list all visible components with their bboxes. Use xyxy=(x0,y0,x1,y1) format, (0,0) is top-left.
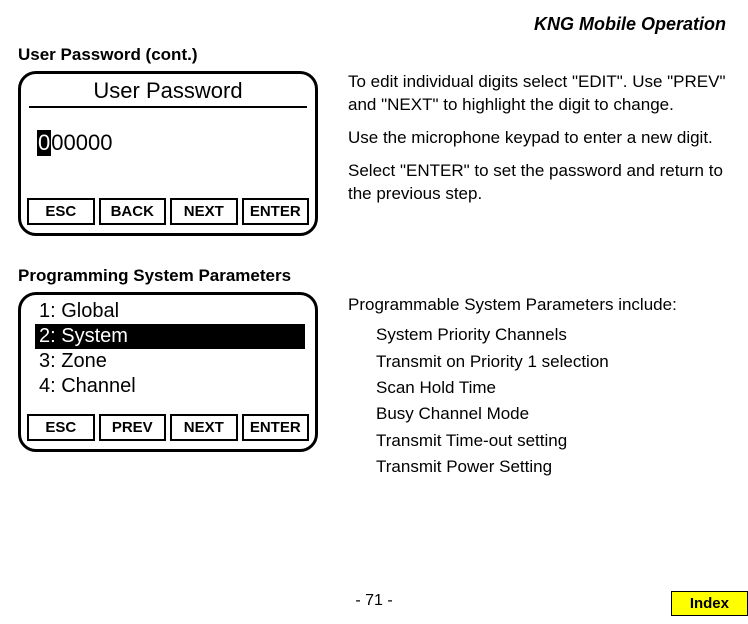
password-rest-digits: 00000 xyxy=(51,130,112,155)
section2-text: Programmable System Parameters include: … xyxy=(348,292,677,480)
esc-button[interactable]: ESC xyxy=(27,198,95,225)
param-item: Transmit on Priority 1 selection xyxy=(348,349,677,375)
prev-button[interactable]: PREV xyxy=(99,414,167,441)
device1-button-row: ESC BACK NEXT ENTER xyxy=(21,192,315,233)
back-button[interactable]: BACK xyxy=(99,198,167,225)
password-field[interactable]: 000000 xyxy=(37,130,299,156)
page-number: - 71 - xyxy=(355,592,392,610)
menu-item-system[interactable]: 2: System xyxy=(35,324,305,349)
section1-row: User Password 000000 ESC BACK NEXT ENTER… xyxy=(18,71,730,236)
param-item: System Priority Channels xyxy=(348,322,677,348)
doc-title: KNG Mobile Operation xyxy=(18,14,730,35)
device1-body: 000000 xyxy=(21,108,315,192)
param-item: Busy Channel Mode xyxy=(348,401,677,427)
next-button-2[interactable]: NEXT xyxy=(170,414,238,441)
next-button[interactable]: NEXT xyxy=(170,198,238,225)
device1-title: User Password xyxy=(29,74,307,108)
menu-item-zone[interactable]: 3: Zone xyxy=(35,349,305,374)
system-params-device: 1: Global 2: System 3: Zone 4: Channel E… xyxy=(18,292,318,452)
enter-button[interactable]: ENTER xyxy=(242,198,310,225)
param-item: Scan Hold Time xyxy=(348,375,677,401)
device2-body: 1: Global 2: System 3: Zone 4: Channel xyxy=(21,295,315,399)
section2-heading: Programming System Parameters xyxy=(18,266,730,286)
menu-item-channel[interactable]: 4: Channel xyxy=(35,374,305,399)
device2-button-row: ESC PREV NEXT ENTER xyxy=(21,408,315,449)
params-intro: Programmable System Parameters include: xyxy=(348,292,677,318)
section1-p2: Use the microphone keypad to enter a new… xyxy=(348,127,730,150)
section2-row: 1: Global 2: System 3: Zone 4: Channel E… xyxy=(18,292,730,480)
esc-button-2[interactable]: ESC xyxy=(27,414,95,441)
password-cursor-digit: 0 xyxy=(37,130,51,156)
enter-button-2[interactable]: ENTER xyxy=(242,414,310,441)
param-item: Transmit Power Setting xyxy=(348,454,677,480)
index-tab[interactable]: Index xyxy=(671,591,748,616)
section1-heading: User Password (cont.) xyxy=(18,45,730,65)
menu-item-global[interactable]: 1: Global xyxy=(35,299,305,324)
user-password-device: User Password 000000 ESC BACK NEXT ENTER xyxy=(18,71,318,236)
param-item: Transmit Time-out setting xyxy=(348,428,677,454)
section1-p1: To edit individual digits select "EDIT".… xyxy=(348,71,730,117)
section1-text: To edit individual digits select "EDIT".… xyxy=(348,71,730,216)
section1-p3: Select "ENTER" to set the password and r… xyxy=(348,160,730,206)
